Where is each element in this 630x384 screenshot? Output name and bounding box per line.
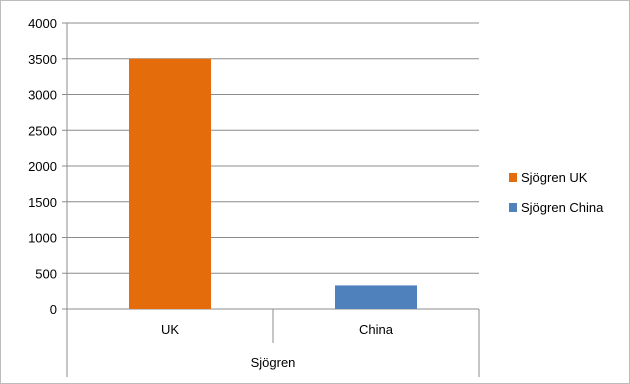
y-tick-label: 3500 xyxy=(28,52,57,67)
x-axis-group-label: Sjögren xyxy=(251,355,296,370)
legend: Sjögren UK Sjögren China xyxy=(509,170,604,215)
y-tick-label: 4000 xyxy=(28,16,57,31)
x-category-label: China xyxy=(359,322,394,337)
y-tick-label: 2500 xyxy=(28,123,57,138)
legend-item: Sjögren UK xyxy=(509,170,588,185)
bar-china xyxy=(335,285,417,309)
legend-swatch xyxy=(509,203,517,212)
y-tick-label: 1000 xyxy=(28,231,57,246)
y-tick-label: 1500 xyxy=(28,195,57,210)
x-axis-categories: UK China xyxy=(161,322,394,337)
y-axis-ticks: 0 500 1000 1500 2000 2500 3000 3500 4000 xyxy=(28,16,67,317)
legend-swatch xyxy=(509,173,517,182)
legend-label: Sjögren UK xyxy=(521,170,588,185)
axes xyxy=(66,23,480,377)
y-tick-label: 3000 xyxy=(28,88,57,103)
gridlines xyxy=(67,22,479,274)
bar-uk xyxy=(129,58,211,309)
y-tick-label: 0 xyxy=(50,302,57,317)
y-tick-label: 2000 xyxy=(28,159,57,174)
legend-label: Sjögren China xyxy=(521,200,604,215)
y-tick-label: 500 xyxy=(35,266,57,281)
x-category-label: UK xyxy=(161,322,179,337)
legend-item: Sjögren China xyxy=(509,200,604,215)
bars xyxy=(129,58,417,309)
